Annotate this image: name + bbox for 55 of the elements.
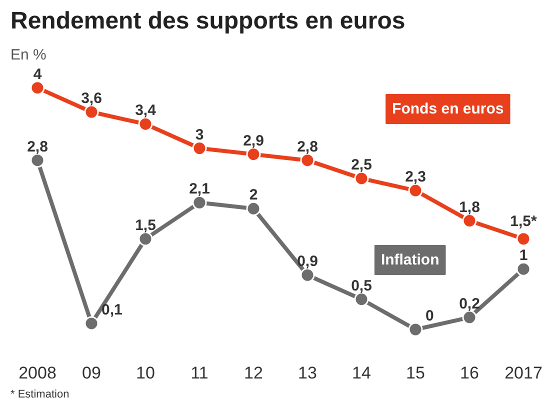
x-tick-label: 10 — [136, 364, 155, 382]
point — [138, 232, 153, 246]
point — [516, 262, 531, 276]
x-tick-label: 15 — [406, 364, 425, 382]
data-label: 2,3 — [405, 168, 426, 186]
x-tick-label: 2017 — [504, 364, 542, 382]
chart-title: Rendement des supports en euros — [10, 8, 406, 34]
point — [138, 116, 153, 132]
data-label: 0,1 — [102, 301, 122, 318]
text: Fonds en euros — [392, 100, 504, 118]
point — [30, 80, 45, 96]
point — [30, 153, 45, 168]
x-tick-label: 12 — [244, 364, 263, 382]
data-label: 3 — [195, 126, 204, 144]
data-label: 0,5 — [351, 277, 372, 294]
point — [246, 147, 261, 162]
chart-subtitle: En % — [10, 46, 46, 64]
data-label: 2,1 — [189, 180, 210, 198]
data-label: 0,2 — [459, 295, 480, 312]
data-label: 1,5* — [510, 212, 538, 230]
point — [300, 153, 315, 168]
data-label: 4 — [33, 66, 42, 83]
data-label: 2,9 — [243, 132, 264, 150]
data-label: 0,9 — [297, 253, 318, 270]
point — [408, 183, 423, 198]
x-tick-label: 09 — [82, 364, 101, 382]
point — [246, 201, 261, 216]
point — [192, 141, 207, 156]
point — [462, 310, 477, 325]
text: * Estimation — [10, 388, 70, 400]
data-label: 2,8 — [27, 138, 48, 156]
point — [462, 214, 477, 228]
point — [354, 292, 369, 307]
point — [300, 268, 315, 282]
data-label: 3,6 — [81, 90, 102, 107]
point — [354, 171, 369, 186]
x-tick-label: 11 — [190, 364, 208, 382]
data-label: 1,5 — [135, 216, 156, 234]
point — [84, 104, 99, 120]
x-tick-label: 2008 — [18, 364, 56, 382]
data-label: 0 — [426, 308, 434, 324]
data-label: 1,8 — [459, 198, 480, 216]
point — [84, 316, 99, 331]
data-label: 3,4 — [135, 102, 157, 120]
data-label: 1 — [519, 247, 528, 264]
point — [192, 195, 207, 210]
x-tick-label: 13 — [298, 364, 317, 382]
x-tick-label: 16 — [460, 364, 479, 382]
x-tick-label: 14 — [352, 364, 371, 382]
point — [408, 322, 423, 337]
series-label: Inflation — [380, 252, 440, 269]
data-label: 2 — [249, 186, 258, 204]
point — [516, 232, 531, 246]
data-label: 2,8 — [297, 138, 318, 156]
data-label: 2,5 — [351, 156, 372, 174]
